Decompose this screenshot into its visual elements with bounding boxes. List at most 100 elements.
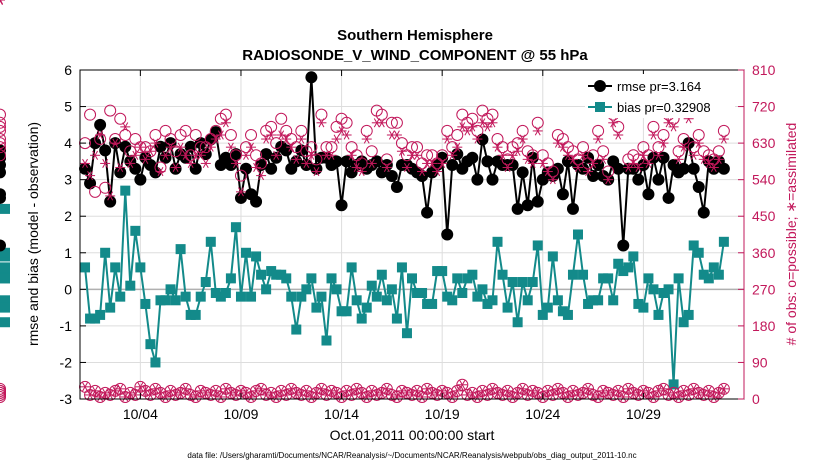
y2-tick-label: 450 (752, 208, 776, 224)
obs-possible-marker (400, 386, 413, 399)
rmse-point (657, 151, 670, 164)
bias-point (507, 277, 518, 288)
bias-point (110, 262, 121, 273)
asterisk-stroke (217, 130, 224, 140)
asterisk-stroke (635, 390, 642, 400)
obs-possible-marker (385, 388, 398, 401)
asterisk-stroke (529, 386, 536, 396)
asterisk-stroke (710, 162, 717, 173)
rmse-point (250, 195, 263, 208)
obs-assimilated-marker (150, 384, 161, 394)
obs-assimilated-marker (407, 390, 417, 400)
asterisk-stroke (630, 158, 637, 168)
obs-possible-marker (169, 388, 182, 401)
obs-assimilated-marker (613, 130, 624, 140)
rmse-point (84, 177, 97, 190)
obs-assimilated-marker (557, 388, 568, 398)
obs-assimilated-marker (542, 386, 553, 396)
bias-point (482, 298, 493, 309)
obs-assimilated-marker (452, 386, 463, 396)
asterisk-stroke (348, 390, 355, 400)
asterisk-stroke (238, 187, 244, 197)
rmse-point (260, 148, 273, 161)
obs-possible-marker (717, 124, 730, 137)
asterisk-stroke (655, 386, 662, 396)
obs-possible-marker (456, 378, 469, 391)
obs-assimilated-marker (346, 390, 357, 400)
rmse-point (441, 228, 454, 241)
rmse-point (114, 166, 127, 179)
bias-point (557, 306, 568, 317)
asterisk-stroke (343, 386, 350, 396)
obs-assimilated-marker (0, 0, 5, 5)
asterisk-stroke (615, 130, 622, 140)
obs-possible-marker (295, 124, 308, 137)
bias-point (396, 262, 407, 273)
asterisk-stroke (439, 158, 446, 168)
obs-assimilated-marker (210, 134, 221, 144)
obs-assimilated-marker (472, 392, 483, 402)
asterisk-stroke (585, 384, 591, 394)
rmse-point (169, 162, 182, 175)
obs-possible-marker (587, 388, 600, 401)
obs-assimilated-marker (100, 158, 111, 168)
obs-assimilated-marker (130, 390, 141, 400)
rmse-point (335, 199, 348, 212)
rmse-point (224, 159, 237, 172)
asterisk-stroke (363, 392, 370, 402)
asterisk-stroke (595, 134, 602, 144)
asterisk-stroke (700, 154, 707, 164)
obs-assimilated-marker (713, 388, 724, 398)
asterisk-stroke (288, 384, 295, 394)
rmse-point (134, 173, 147, 186)
asterisk-stroke (655, 150, 662, 160)
bias-point (678, 317, 689, 328)
obs-possible-marker (672, 145, 685, 158)
obs-assimilated-marker (703, 158, 714, 168)
y2-tick-label: 630 (752, 135, 776, 151)
rmse-point (531, 195, 544, 208)
asterisk-stroke (489, 118, 496, 128)
obs-assimilated-marker (356, 166, 367, 177)
obs-assimilated-marker (215, 392, 226, 402)
asterisk-stroke (705, 158, 712, 168)
obs-assimilated-marker (90, 150, 101, 160)
obs-assimilated-marker (608, 118, 619, 128)
asterisk-stroke (162, 150, 169, 160)
obs-possible-marker (632, 153, 645, 166)
y-tick-label: 4 (64, 135, 72, 151)
bias-point (492, 236, 503, 247)
bias-point (251, 251, 262, 262)
bias-point (0, 262, 10, 273)
asterisk-stroke (429, 158, 436, 168)
obs-possible-marker (0, 386, 6, 399)
bias-point (628, 251, 639, 262)
asterisk-stroke (464, 126, 471, 136)
obs-assimilated-marker (351, 162, 362, 173)
obs-assimilated-marker (477, 118, 488, 128)
bias-point (371, 291, 382, 302)
asterisk-stroke (343, 130, 350, 140)
asterisk-stroke (509, 392, 516, 402)
bias-point (0, 317, 10, 328)
asterisk-stroke (227, 388, 234, 398)
obs-assimilated-marker (321, 390, 332, 400)
obs-possible-marker (270, 137, 283, 150)
obs-assimilated-marker (205, 390, 216, 400)
asterisk-stroke (238, 386, 244, 396)
obs-assimilated-marker (180, 150, 191, 160)
bias-point (215, 291, 226, 302)
bias-point (326, 273, 337, 284)
asterisk-stroke (368, 386, 375, 396)
obs-assimilated-marker (180, 384, 191, 394)
asterisk-stroke (278, 130, 285, 140)
bias-point (653, 309, 664, 320)
obs-assimilated-marker (497, 150, 508, 160)
bias-point (502, 302, 513, 313)
asterisk-stroke (665, 390, 672, 400)
obs-assimilated-marker (235, 187, 246, 197)
obs-assimilated-marker (266, 388, 277, 398)
asterisk-stroke (393, 392, 400, 402)
bias-point (0, 302, 10, 313)
asterisk-stroke (479, 386, 486, 396)
